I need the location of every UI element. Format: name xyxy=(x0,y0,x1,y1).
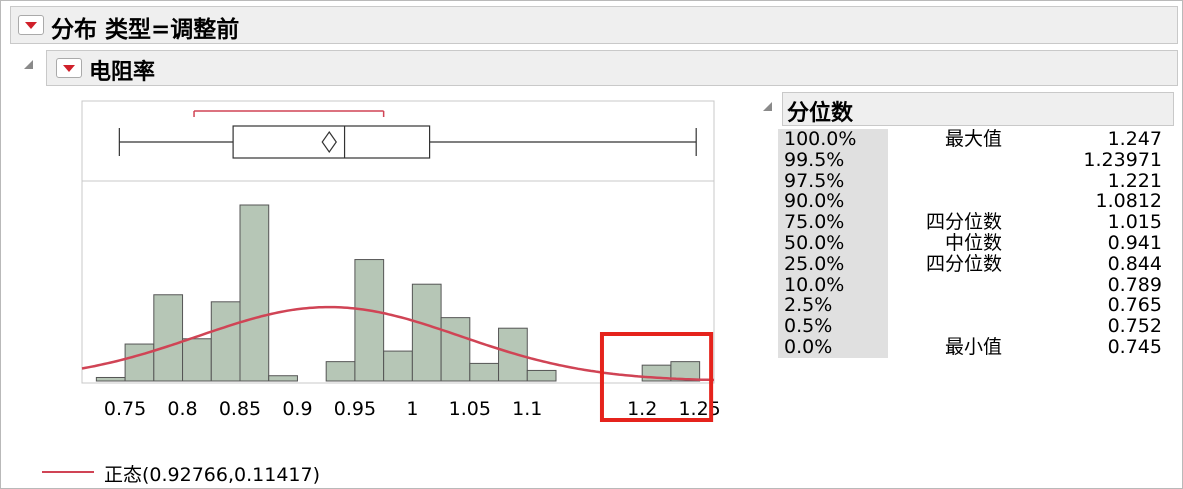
histogram-bar xyxy=(354,259,385,382)
quantile-row: 0.5% 0.752 xyxy=(778,316,1164,337)
quantile-value: 0.844 xyxy=(1107,252,1162,275)
quantile-value: 1.015 xyxy=(1107,211,1162,234)
quantile-percent: 0.0% xyxy=(778,336,888,358)
quantile-percent: 90.0% xyxy=(778,191,888,213)
variable-dropdown-icon[interactable] xyxy=(56,58,82,78)
quantiles-header: 分位数 xyxy=(782,92,1174,126)
report-dropdown-icon[interactable] xyxy=(18,15,44,35)
histogram-bar xyxy=(182,338,212,382)
histogram-bar xyxy=(469,362,500,382)
histogram-bar xyxy=(124,343,155,382)
quantile-label: 中位数 xyxy=(944,231,1002,254)
quantile-percent: 99.5% xyxy=(778,149,888,171)
histogram-bar xyxy=(325,361,356,382)
variable-header: 电阻率 xyxy=(46,50,1178,86)
histogram-bars xyxy=(95,204,701,382)
histogram-bar xyxy=(268,375,298,382)
quantile-value: 1.0812 xyxy=(1095,190,1162,213)
histogram-bar xyxy=(383,350,413,382)
variable-title: 电阻率 xyxy=(89,60,156,85)
report-title: 分布 类型=调整前 xyxy=(51,17,240,43)
x-tick-label: 0.75 xyxy=(104,398,146,420)
x-axis-ticks: 0.75 0.8 0.85 0.9 0.95 1 1.05 1.1 1.2 1.25 xyxy=(104,398,721,420)
histogram-bar xyxy=(95,376,126,382)
normal-fit-curve xyxy=(81,305,715,382)
quantile-row: 97.5% 1.221 xyxy=(778,169,1164,192)
quantile-percent: 25.0% xyxy=(778,253,888,275)
quantile-label: 四分位数 xyxy=(925,252,1002,275)
legend-label: 正态(0.92766,0.11417) xyxy=(104,464,321,486)
x-tick-label: 0.95 xyxy=(334,398,376,420)
quantile-value: 0.745 xyxy=(1107,335,1162,358)
x-tick-label: 1.05 xyxy=(449,398,491,420)
legend-line-swatch xyxy=(42,471,94,473)
normal-curve xyxy=(81,305,715,382)
x-tick-label: 1 xyxy=(406,398,418,420)
quantile-percent: 50.0% xyxy=(778,232,888,254)
quantile-value: 1.221 xyxy=(1107,169,1162,192)
quantile-percent: 100.0% xyxy=(778,129,888,150)
quantiles-title: 分位数 xyxy=(787,101,854,126)
quantile-row: 2.5% 0.765 xyxy=(778,294,1164,317)
quantile-row: 75.0% 四分位数 1.015 xyxy=(778,212,1164,233)
quantile-value: 0.941 xyxy=(1107,231,1162,254)
histogram-bar xyxy=(670,361,701,382)
histogram-bar xyxy=(411,283,442,382)
highlight-rectangle xyxy=(599,332,714,422)
quantile-row: 99.5% 1.23971 xyxy=(778,148,1164,171)
quantile-row: 10.0% 0.789 xyxy=(778,273,1164,296)
quantile-label: 最大值 xyxy=(944,128,1002,150)
x-tick-label: 1.2 xyxy=(627,398,657,420)
quantile-label: 最小值 xyxy=(944,335,1002,358)
x-tick-label: 0.9 xyxy=(282,398,312,420)
quantile-percent: 10.0% xyxy=(778,274,888,296)
histogram-bar xyxy=(239,204,270,382)
collapse-disclosure-icon[interactable] xyxy=(24,60,33,69)
report-header: 分布 类型=调整前 xyxy=(10,6,1178,44)
quantile-percent: 0.5% xyxy=(778,316,888,337)
x-tick-label: 1.25 xyxy=(678,398,720,420)
x-tick-label: 0.8 xyxy=(167,398,197,420)
quantile-row: 90.0% 1.0812 xyxy=(778,190,1164,213)
quantile-percent: 97.5% xyxy=(778,170,888,192)
box-plot xyxy=(118,110,697,159)
histogram-bar xyxy=(498,327,528,382)
histogram-bar xyxy=(153,294,184,382)
distribution-plot: 0.75 0.8 0.85 0.9 0.95 1 1.05 1.1 1.2 1.25 xyxy=(81,100,721,422)
x-tick-label: 0.85 xyxy=(219,398,261,420)
quantile-row: 25.0% 四分位数 0.844 xyxy=(778,252,1164,275)
histogram-bar xyxy=(526,369,557,382)
quantile-value: 1.247 xyxy=(1107,128,1162,150)
quantile-percent: 2.5% xyxy=(778,295,888,317)
histogram-bar xyxy=(210,301,241,382)
mean-diamond xyxy=(321,130,337,154)
x-tick-label: 1.1 xyxy=(512,398,542,420)
quantile-label: 四分位数 xyxy=(925,211,1002,234)
quantile-value: 0.789 xyxy=(1107,273,1162,296)
quantile-row: 50.0% 中位数 0.941 xyxy=(778,231,1164,254)
quantiles-table: 100.0% 最大值 1.247 99.5% 1.23971 97.5% 1.221 90.0… xyxy=(778,129,1164,358)
quantiles-disclosure-icon[interactable] xyxy=(763,102,772,111)
quantile-row: 0.0% 最小值 0.745 xyxy=(778,335,1164,358)
histogram-bar xyxy=(440,317,471,382)
quantile-value: 0.752 xyxy=(1107,315,1162,338)
quantile-value: 0.765 xyxy=(1107,294,1162,317)
quantile-row: 100.0% 最大值 1.247 xyxy=(778,129,1164,150)
highlight-box xyxy=(599,332,714,422)
quantile-value: 1.23971 xyxy=(1083,148,1162,171)
quantile-percent: 75.0% xyxy=(778,212,888,233)
